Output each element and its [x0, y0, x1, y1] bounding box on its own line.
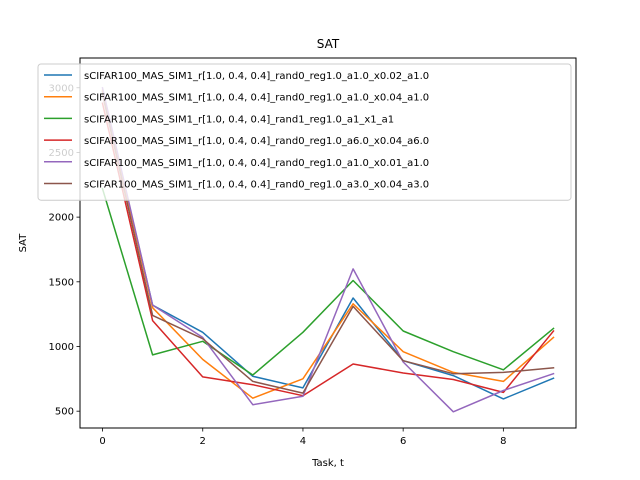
chart-title: SAT — [317, 37, 340, 51]
x-axis: 0 2 4 6 8 — [99, 428, 507, 447]
legend-box — [37, 63, 572, 201]
series-line-4 — [101, 102, 555, 397]
legend-label: sCIFAR100_MAS_SIM1_r[1.0, 0.4, 0.4]_rand… — [84, 114, 394, 125]
series-line-1 — [101, 90, 555, 400]
plot-lines — [101, 86, 555, 413]
legend-label: sCIFAR100_MAS_SIM1_r[1.0, 0.4, 0.4]_rand… — [84, 180, 429, 191]
series-line-2 — [101, 89, 555, 399]
y-axis-title: SAT — [18, 233, 29, 253]
legend-label: sCIFAR100_MAS_SIM1_r[1.0, 0.4, 0.4]_rand… — [84, 93, 429, 104]
y-tick-label: 500 — [55, 407, 74, 418]
y-tick-label: 1500 — [49, 277, 74, 288]
y-tick-label: 2000 — [49, 213, 74, 224]
x-tick-label: 2 — [200, 436, 206, 447]
legend-label: sCIFAR100_MAS_SIM1_r[1.0, 0.4, 0.4]_rand… — [84, 71, 429, 82]
x-tick-label: 4 — [300, 436, 306, 447]
x-tick-label: 0 — [99, 436, 105, 447]
legend-label: sCIFAR100_MAS_SIM1_r[1.0, 0.4, 0.4]_rand… — [84, 158, 429, 169]
x-tick-label: 6 — [400, 436, 406, 447]
series-line-5 — [101, 86, 555, 413]
series-line-6 — [101, 93, 555, 394]
x-axis-title: Task, t — [311, 458, 344, 469]
plot-frame — [79, 57, 577, 429]
x-tick-label: 8 — [500, 436, 506, 447]
legend: sCIFAR100_MAS_SIM1_r[1.0, 0.4, 0.4]_rand… — [37, 63, 572, 201]
y-tick-label: 1000 — [49, 342, 74, 353]
legend-label: sCIFAR100_MAS_SIM1_r[1.0, 0.4, 0.4]_rand… — [84, 136, 429, 147]
